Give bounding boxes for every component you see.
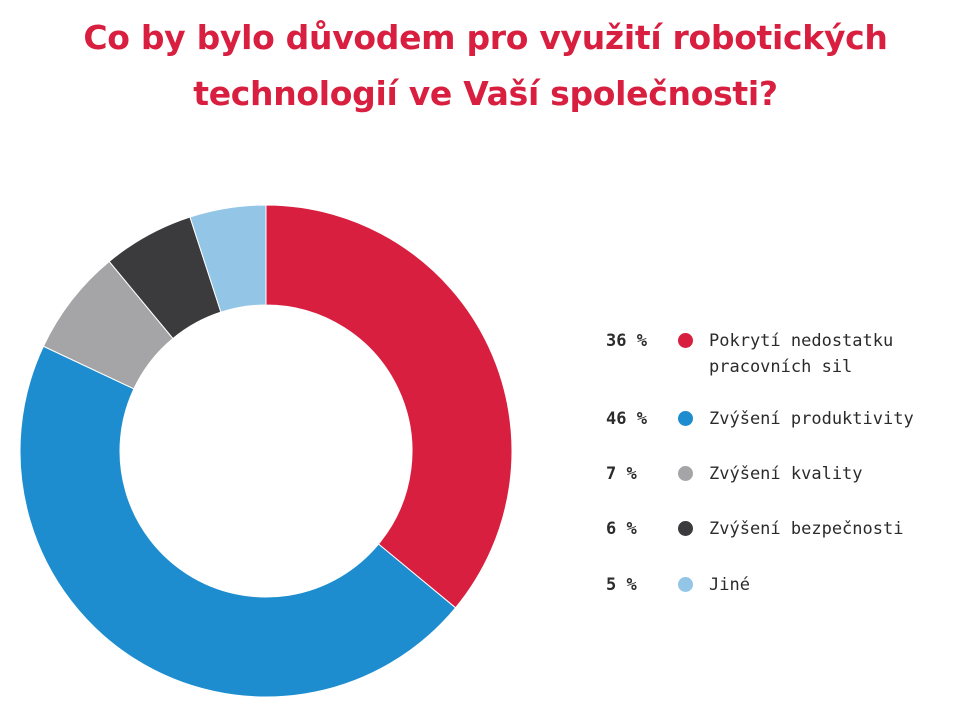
chart-title: Co by bylo důvodem pro využití robotický… — [0, 10, 971, 122]
donut-slice-5 — [189, 204, 267, 313]
legend-item-productivity: 46 % Zvýšení produktivity — [606, 406, 959, 432]
legend-value: 6 % — [606, 519, 637, 539]
chart-title-line-2: technologií ve Vaší společnosti? — [193, 74, 778, 113]
legend-label: Jiné — [709, 575, 750, 595]
legend-value: 7 % — [606, 464, 637, 484]
legend-swatch — [678, 577, 693, 592]
legend-label: Zvýšení bezpečnosti — [709, 519, 904, 539]
donut-slice-1 — [265, 204, 513, 609]
legend-swatch — [678, 521, 693, 536]
legend-label: Zvýšení kvality — [709, 464, 863, 484]
legend-value: 46 % — [606, 409, 647, 429]
legend-swatch — [678, 333, 693, 348]
legend-swatch — [678, 466, 693, 481]
legend-item-other: 5 % Jiné — [606, 572, 959, 598]
chart-title-line-1: Co by bylo důvodem pro využití robotický… — [83, 18, 888, 57]
legend-item-labor-shortage: 36 % Pokrytí nedostatku pracovních sil — [606, 328, 959, 380]
legend-item-safety: 6 % Zvýšení bezpečnosti — [606, 516, 959, 542]
legend-value: 36 % — [606, 331, 647, 351]
legend-value: 5 % — [606, 575, 637, 595]
legend-label: Zvýšení produktivity — [709, 409, 914, 429]
legend-label: Pokrytí nedostatku pracovních sil — [709, 331, 894, 377]
legend-item-quality: 7 % Zvýšení kvality — [606, 461, 959, 487]
legend-swatch — [678, 411, 693, 426]
donut-slice-2 — [19, 345, 457, 698]
